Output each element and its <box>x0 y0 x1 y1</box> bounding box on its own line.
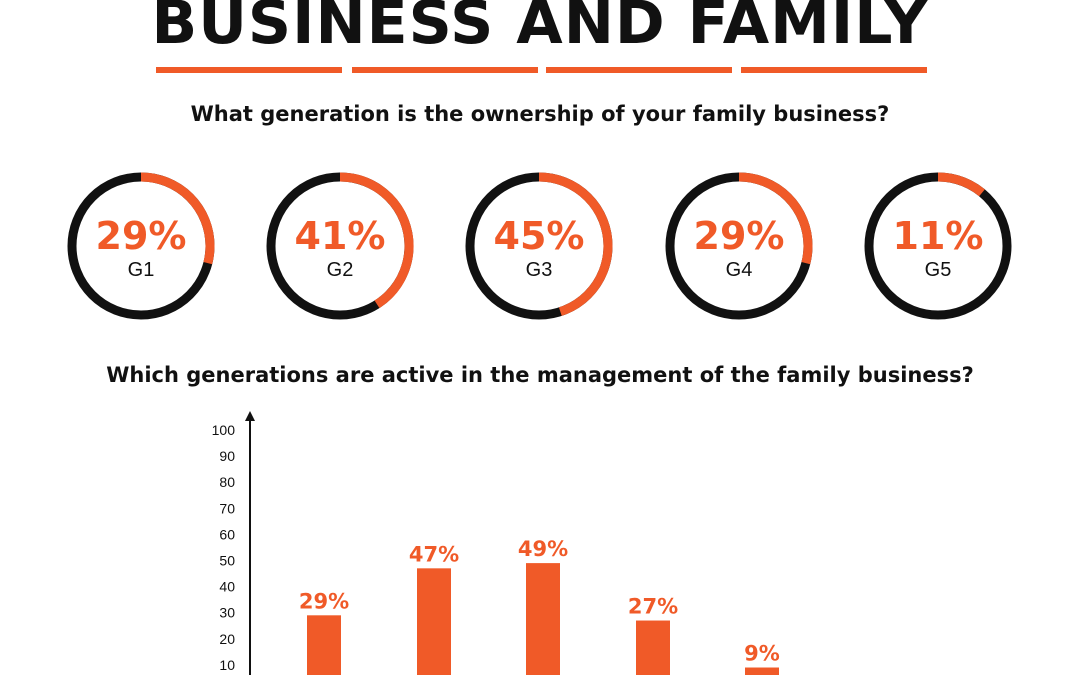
ring-arc <box>738 172 813 265</box>
ring-graphic <box>864 172 1012 320</box>
bar-data-label: 29% <box>299 589 349 613</box>
ring-percent: 41% <box>294 214 386 258</box>
ring-graphic <box>67 172 215 320</box>
title-underline-2 <box>352 67 538 73</box>
title-underline-1 <box>156 67 342 73</box>
title-underline-3 <box>546 67 732 73</box>
bar-g1 <box>307 615 341 675</box>
ring-arc <box>937 172 985 197</box>
ring-generation: G2 <box>326 259 354 281</box>
y-tick-label: 40 <box>219 579 235 595</box>
y-axis-arrow <box>245 411 255 421</box>
ring-generation: G5 <box>924 259 952 281</box>
ring-percent: 11% <box>892 214 984 258</box>
ring-generation: G1 <box>127 259 155 281</box>
y-tick-label: 50 <box>219 553 235 569</box>
ring-percent: 29% <box>95 214 187 258</box>
management-bar-chart: 10 20 30 40 50 60 70 80 90 100 29% 47% 49% 27% 9% <box>212 411 780 675</box>
y-tick-label: 20 <box>219 631 235 647</box>
y-tick-label: 100 <box>212 422 236 438</box>
bar-data-label: 49% <box>518 537 568 561</box>
y-tick-label: 30 <box>219 605 235 621</box>
ring-graphic <box>465 172 613 320</box>
ring-generation: G4 <box>725 259 753 281</box>
ring-generation: G3 <box>525 259 553 281</box>
ownership-question: What generation is the ownership of your… <box>190 102 890 126</box>
ownership-ring-g2: 41% G2 <box>264 170 416 322</box>
ownership-ring-g1: 29% G1 <box>65 170 217 322</box>
bar-g5 <box>745 667 779 675</box>
page-title: BUSINESS AND FAMILY <box>151 0 929 58</box>
ring-percent: 45% <box>493 214 585 258</box>
bar-data-label: 9% <box>744 642 780 666</box>
ring-arc <box>538 172 613 316</box>
y-tick-label: 90 <box>219 448 235 464</box>
y-tick-label: 80 <box>219 474 235 490</box>
ownership-ring-g5: 11% G5 <box>862 170 1014 322</box>
bar-data-label: 47% <box>409 542 459 566</box>
bar-g4 <box>636 620 670 675</box>
bar-g3 <box>526 563 560 675</box>
ring-arc <box>339 172 414 309</box>
ring-graphic <box>266 172 414 320</box>
bar-data-label: 27% <box>628 595 678 619</box>
ring-arc <box>140 172 215 265</box>
ownership-ring-g4: 29% G4 <box>663 170 815 322</box>
ring-graphic <box>665 172 813 320</box>
ownership-ring-g3: 45% G3 <box>463 170 615 322</box>
y-tick-label: 70 <box>219 500 235 516</box>
y-tick-label: 10 <box>219 657 235 673</box>
title-underline-4 <box>741 67 927 73</box>
bar-g2 <box>417 568 451 675</box>
ring-percent: 29% <box>693 214 785 258</box>
y-tick-label: 60 <box>219 526 235 542</box>
management-question: Which generations are active in the mana… <box>106 363 974 387</box>
